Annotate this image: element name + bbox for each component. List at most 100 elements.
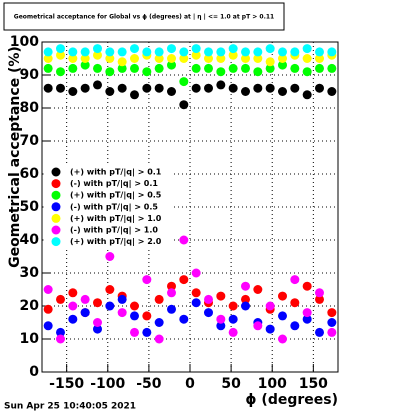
point xyxy=(191,50,201,60)
point xyxy=(130,301,139,311)
point xyxy=(167,60,176,70)
point xyxy=(278,60,287,70)
point xyxy=(228,327,238,337)
y-tick-label: 90 xyxy=(20,67,40,83)
point xyxy=(278,311,287,321)
point xyxy=(68,54,78,63)
point xyxy=(216,314,226,324)
point xyxy=(167,304,176,314)
date-stamp: Sun Apr 25 10:40:05 2021 xyxy=(4,402,136,412)
point xyxy=(216,291,226,301)
chart-title: Geometrical acceptance for Global vs ϕ (… xyxy=(14,14,274,21)
point xyxy=(80,294,90,304)
point xyxy=(68,47,78,57)
y-tick-label: 30 xyxy=(20,265,40,281)
legend-label: (-) with pT/|q| > 0.1 xyxy=(70,179,158,188)
point xyxy=(315,327,324,337)
point xyxy=(80,47,90,57)
point xyxy=(241,63,250,73)
legend-marker xyxy=(51,202,61,212)
point xyxy=(68,63,78,73)
point xyxy=(117,308,127,318)
point xyxy=(167,281,176,291)
point xyxy=(105,67,115,77)
point xyxy=(278,291,287,301)
point xyxy=(241,294,250,304)
point xyxy=(167,87,176,96)
point xyxy=(130,90,139,100)
point xyxy=(204,54,213,63)
point xyxy=(278,334,287,344)
point xyxy=(265,57,275,67)
legend-marker xyxy=(51,213,61,223)
point xyxy=(253,83,263,93)
point xyxy=(315,288,324,298)
point xyxy=(290,275,300,285)
point xyxy=(93,324,102,334)
point xyxy=(241,301,250,311)
y-axis-title: Geometrical acceptance (%) xyxy=(7,46,23,268)
legend-label: (+) with pT/|q| > 1.0 xyxy=(70,214,162,223)
point xyxy=(130,44,139,54)
point xyxy=(117,47,127,57)
point xyxy=(80,83,90,93)
point xyxy=(253,321,263,331)
point xyxy=(191,83,201,93)
point xyxy=(216,47,226,57)
point xyxy=(68,87,78,96)
point xyxy=(154,47,164,57)
point xyxy=(302,44,312,54)
point xyxy=(142,327,152,337)
point xyxy=(253,54,263,63)
point xyxy=(179,100,189,110)
point xyxy=(265,301,275,311)
point xyxy=(327,327,337,337)
point xyxy=(216,321,226,331)
point xyxy=(204,63,213,73)
point xyxy=(253,67,263,77)
point xyxy=(43,54,53,63)
point xyxy=(241,47,250,57)
point xyxy=(327,47,337,57)
point xyxy=(315,47,324,57)
point xyxy=(105,301,115,311)
point xyxy=(302,281,312,291)
point xyxy=(154,318,164,327)
point xyxy=(327,308,337,318)
x-tick-label: -50 xyxy=(136,376,162,392)
point xyxy=(179,54,189,63)
point xyxy=(105,252,115,261)
point xyxy=(265,63,275,73)
point xyxy=(105,87,115,96)
point xyxy=(117,83,127,93)
point xyxy=(204,308,213,318)
legend-marker xyxy=(51,179,61,189)
point xyxy=(179,275,189,285)
point xyxy=(80,60,90,70)
point xyxy=(117,63,127,73)
point xyxy=(191,63,201,73)
point xyxy=(43,285,53,294)
point xyxy=(117,57,127,67)
point xyxy=(204,47,213,57)
point xyxy=(43,47,53,57)
point xyxy=(93,44,102,54)
point xyxy=(191,288,201,298)
y-tick-label: 100 xyxy=(10,34,39,50)
point xyxy=(80,308,90,318)
point xyxy=(105,285,115,294)
point xyxy=(154,334,164,344)
y-tick-label: 70 xyxy=(20,133,40,149)
point xyxy=(56,334,65,344)
point xyxy=(241,281,250,291)
point xyxy=(315,294,324,304)
point xyxy=(302,314,312,324)
point xyxy=(179,314,189,324)
y-tick-label: 60 xyxy=(20,166,40,182)
point xyxy=(68,301,78,311)
point xyxy=(142,67,152,77)
point xyxy=(179,77,189,87)
point xyxy=(56,44,65,54)
point xyxy=(216,67,226,77)
point xyxy=(80,54,90,63)
